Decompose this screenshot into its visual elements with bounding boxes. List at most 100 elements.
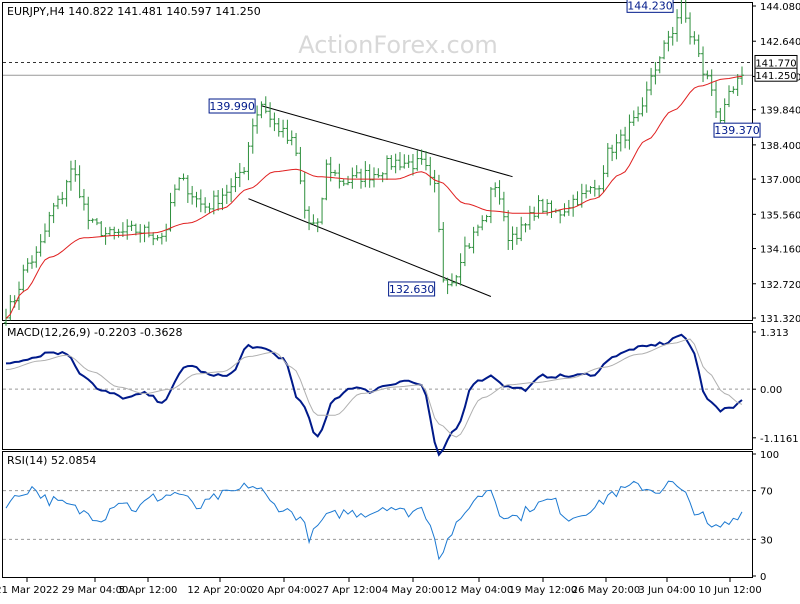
ohlc-bar	[484, 214, 489, 223]
ohlc-bar	[242, 167, 247, 175]
ohlc-bar	[402, 154, 407, 169]
ohlc-bar	[29, 255, 34, 269]
channel-upper-line	[261, 105, 513, 178]
ohlc-bar	[722, 98, 727, 128]
ohlc-bar	[229, 178, 234, 202]
ohlc-bar	[653, 61, 658, 85]
ohlc-bar	[289, 130, 294, 146]
macd-header: MACD(12,26,9) -0.2203 -0.3628	[7, 326, 182, 339]
x-tick-label: 3 Jun 04:00	[638, 585, 695, 596]
ohlc-bar	[623, 126, 628, 149]
ohlc-bar	[419, 149, 424, 165]
ohlc-bar	[129, 220, 134, 231]
ohlc-bar	[410, 153, 415, 176]
price-y-tick-label: 142.640	[760, 37, 800, 48]
ohlc-bar	[610, 144, 615, 162]
ohlc-bar	[558, 209, 563, 224]
ohlc-bar	[8, 294, 13, 321]
ohlc-bar	[731, 86, 736, 94]
ohlc-bar	[341, 178, 346, 187]
ohlc-bar	[497, 180, 502, 205]
x-tick-label: 12 May 04:00	[445, 585, 514, 596]
rsi-y-tick-label: 0	[760, 572, 766, 583]
macd-signal-line	[5, 338, 743, 438]
ohlc-bar	[367, 164, 372, 188]
ohlc-bar	[601, 165, 606, 193]
price-y-tick-label: 132.720	[760, 280, 800, 291]
ohlc-bar	[25, 258, 30, 273]
ohlc-bar	[614, 134, 619, 160]
ohlc-bar	[64, 179, 69, 207]
ohlc-bar	[423, 151, 428, 171]
ohlc-bar	[488, 186, 493, 224]
x-tick-label: 20 Apr 04:00	[251, 585, 316, 596]
ohlc-bar	[501, 191, 506, 222]
ohlc-bar	[527, 205, 532, 230]
ohlc-bar	[276, 117, 281, 137]
ohlc-bar	[393, 153, 398, 174]
price-y-tick-label: 144.080	[760, 2, 800, 13]
ohlc-bar	[281, 119, 286, 138]
ohlc-bar	[203, 197, 208, 214]
ohlc-bar	[337, 163, 342, 189]
x-tick-label: 19 May 12:00	[509, 585, 578, 596]
ohlc-bar	[120, 222, 125, 237]
ohlc-bar	[397, 152, 402, 171]
ohlc-bar	[493, 182, 498, 198]
ohlc-bar	[467, 243, 472, 249]
ohlc-bar	[198, 189, 203, 213]
ohlc-bar	[55, 195, 60, 210]
ohlc-bar	[346, 175, 351, 186]
ohlc-bar	[302, 172, 307, 219]
ohlc-bar	[514, 226, 519, 245]
ohlc-bar	[255, 105, 260, 134]
ohlc-bar	[81, 188, 86, 211]
ohlc-bar	[185, 175, 190, 203]
ohlc-bar	[350, 167, 355, 189]
price-header: EURJPY,H4 140.822 141.481 140.597 141.25…	[7, 5, 261, 18]
ohlc-bar	[685, 0, 688, 23]
ohlc-bar	[47, 211, 52, 237]
ohlc-bar	[562, 203, 567, 217]
ohlc-bar	[155, 235, 160, 241]
ohlc-bar	[441, 222, 446, 283]
ohlc-bar	[307, 206, 312, 231]
ohlc-bar	[38, 234, 43, 257]
ohlc-bar	[133, 223, 138, 236]
ohlc-bar	[233, 172, 238, 193]
ohlc-bar	[315, 218, 320, 233]
ohlc-bar	[263, 96, 268, 114]
ohlc-bar	[735, 74, 740, 96]
price-annotation: 132.630	[388, 281, 436, 297]
ohlc-bar	[125, 219, 130, 240]
ohlc-bar	[116, 228, 121, 238]
macd-y-tick-label: 1.313	[760, 328, 789, 339]
ohlc-bar	[285, 119, 290, 144]
ohlc-bar	[688, 12, 693, 45]
ohlc-bar	[588, 186, 593, 194]
ohlc-bar	[363, 161, 368, 188]
ohlc-bar	[714, 80, 719, 118]
ohlc-bar	[298, 146, 303, 185]
price-y-tick-label: 134.160	[760, 245, 800, 256]
price-y-tick-label: 138.400	[760, 141, 800, 152]
ohlc-bar	[679, 0, 682, 24]
ohlc-bar	[294, 132, 299, 157]
ohlc-bar	[250, 118, 255, 154]
ohlc-bar	[190, 185, 195, 205]
ohlc-bar	[597, 185, 602, 198]
ohlc-bar	[220, 188, 225, 211]
ohlc-bar	[311, 214, 316, 226]
price-annotation-label: 144.230	[627, 0, 673, 12]
ohlc-bar	[523, 223, 528, 233]
price-annotation: 139.370	[713, 122, 761, 138]
macd-layer	[3, 333, 752, 457]
ohlc-bar	[432, 169, 437, 193]
ohlc-bar	[449, 273, 454, 287]
macd-pane	[2, 323, 753, 450]
ohlc-bar	[740, 66, 744, 85]
ohlc-bar	[94, 217, 99, 226]
channel-lower-line	[248, 198, 492, 297]
ohlc-bar	[177, 177, 182, 191]
